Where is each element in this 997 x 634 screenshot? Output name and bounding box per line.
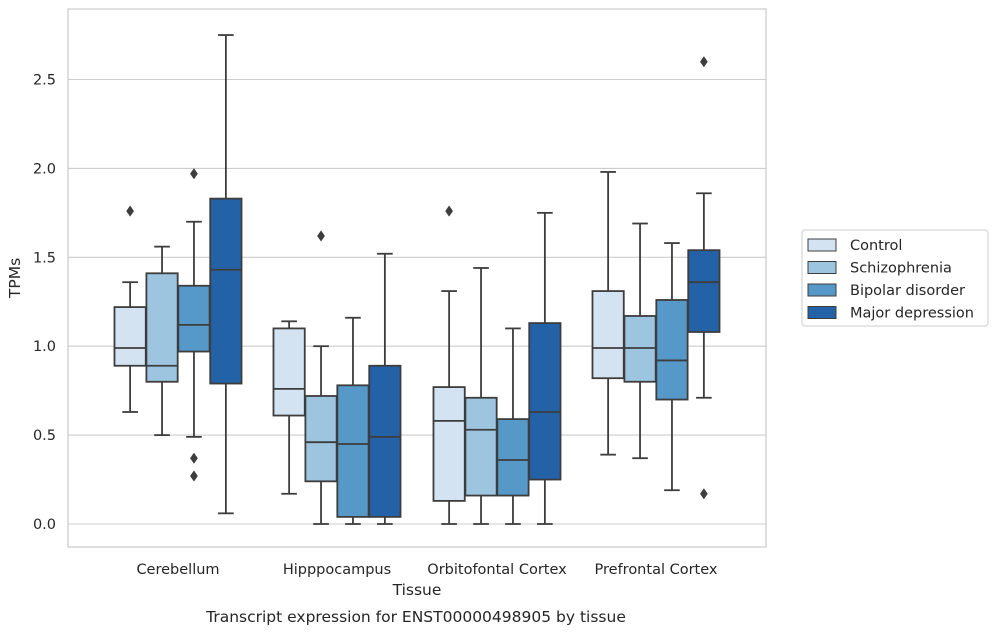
outlier-point [317, 230, 325, 242]
iqr-box [368, 364, 402, 518]
box-bipolar-disorder [336, 316, 370, 525]
legend-swatch [807, 283, 837, 297]
x-tick-label: Cerebellum [136, 562, 219, 578]
iqr-box [464, 396, 498, 497]
x-tick-label: Prefrontal Cortex [595, 562, 718, 578]
iqr-box [272, 327, 306, 417]
outlier-point [190, 470, 198, 482]
outlier-point [190, 452, 198, 464]
box-schizophrenia [623, 222, 657, 460]
box-control [591, 171, 625, 456]
box-schizophrenia [304, 230, 338, 525]
outlier-point [190, 168, 198, 180]
box-major-depression [528, 211, 562, 525]
iqr-box [591, 290, 625, 380]
outlier-point [126, 205, 135, 217]
plot-frame [67, 8, 767, 548]
legend: Control Schizophrenia Bipolar disorder Majo… [801, 229, 989, 327]
legend-frame [801, 229, 989, 327]
box-schizophrenia [464, 267, 498, 525]
legend-entry: Control [850, 238, 902, 254]
y-tick-label: 1.0 [33, 339, 56, 355]
outlier-point [699, 56, 708, 68]
y-tick-labels: 0.0 0.5 1.0 1.5 2.0 2.5 [33, 73, 56, 534]
legend-swatch [807, 261, 837, 274]
box-control [113, 205, 147, 413]
box-bipolar-disorder [177, 168, 211, 482]
iqr-box [177, 284, 211, 353]
x-axis-label: Tissue [392, 581, 442, 599]
box-control [432, 205, 466, 525]
box-control [272, 320, 306, 495]
outlier-point [445, 205, 454, 217]
box-major-depression [209, 34, 243, 515]
iqr-box [432, 386, 466, 502]
iqr-box [496, 418, 530, 497]
iqr-box [304, 395, 338, 483]
outlier-point [699, 488, 708, 500]
box-major-depression [687, 56, 721, 500]
y-tick-label: 0.5 [33, 428, 56, 444]
box-major-depression [368, 252, 402, 525]
y-tick-label: 2.5 [33, 73, 56, 89]
legend-swatch [807, 306, 837, 319]
x-tick-labels: Cerebellum Hipppocampus Orbitofontal Corte… [136, 562, 717, 578]
iqr-box [655, 299, 689, 401]
y-tick-label: 1.5 [33, 250, 56, 266]
box-bipolar-disorder [655, 242, 689, 492]
y-tick-label: 2.0 [33, 161, 56, 177]
boxes-layer [113, 34, 721, 525]
legend-swatch [807, 238, 837, 252]
iqr-box [209, 197, 243, 385]
x-tick-label: Hipppocampus [283, 562, 391, 578]
box-schizophrenia [145, 245, 179, 437]
legend-entry: Schizophrenia [850, 261, 952, 277]
legend-entry: Major depression [850, 306, 974, 322]
legend-entry: Bipolar disorder [850, 283, 965, 299]
iqr-box [336, 384, 370, 518]
x-tick-label: Orbitofontal Cortex [427, 562, 567, 578]
chart-caption: Transcript expression for ENST0000049890… [205, 608, 626, 626]
iqr-box [528, 322, 562, 481]
y-axis-label: TPMs [6, 258, 24, 299]
box-bipolar-disorder [496, 327, 530, 525]
iqr-box [113, 306, 147, 367]
iqr-box [687, 249, 721, 333]
y-tick-label: 0.0 [33, 517, 56, 533]
